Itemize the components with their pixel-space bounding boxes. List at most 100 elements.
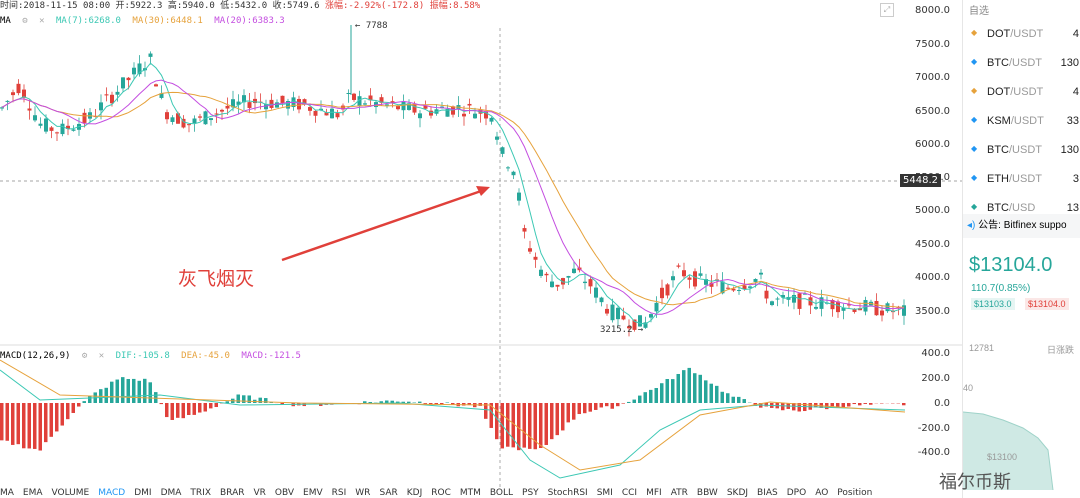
candle-body [687,277,692,280]
macd-bar [77,403,81,407]
macd-tick: 400.0 [921,348,950,359]
macd-bar [671,379,675,403]
tab-dpo[interactable]: DPO [786,488,807,498]
tab-trix[interactable]: TRIX [190,488,211,498]
macd-bar [143,378,147,403]
candle-body [390,101,395,103]
candle-body [544,273,549,276]
expand-icon[interactable]: ⤢ [880,3,894,17]
candle-body [346,92,351,94]
tab-macd[interactable]: MACD [98,488,126,498]
candle-body [539,269,543,276]
tab-mtm[interactable]: MTM [459,488,481,498]
macd-bar [11,403,15,445]
macd-bar [632,399,636,403]
ma-label[interactable]: MA [0,16,11,26]
macd-bar [165,403,169,418]
tab-psy[interactable]: PSY [522,488,539,498]
watchlist-item[interactable]: ◆ BTC/USDT 130 [963,49,1080,78]
close-icon[interactable]: ✕ [39,16,45,26]
watchlist-item[interactable]: ◆ DOT/USDT 4 [963,78,1080,107]
tab-boll[interactable]: BOLL [489,488,514,498]
candle-body [27,108,32,111]
macd-bar [588,403,592,412]
watchlist-header[interactable]: 自选 [969,6,989,17]
macd-bar [44,403,48,443]
tab-bbw[interactable]: BBW [696,488,718,498]
annotation-arrow [281,188,485,262]
candle-body [209,118,213,121]
tab-brar[interactable]: BRAR [220,488,245,498]
watchlist-item[interactable]: ◆ BTC/USDT 130 [963,136,1080,165]
tab-dmi[interactable]: DMI [134,488,152,498]
candle-body [363,103,367,105]
macd-name[interactable]: MACD(12,26,9) [0,351,71,361]
macd-bar [731,396,735,403]
bid-price[interactable]: $13103.0 [971,298,1015,310]
tab-obv[interactable]: OBV [274,488,295,498]
macd-bar [517,403,521,451]
tab-stochrsi[interactable]: StochRSI [547,488,588,498]
tab-kdj[interactable]: KDJ [406,488,423,498]
candlestick-chart[interactable]: ← 7788 3215.2 → [0,0,962,498]
watchlist-item[interactable]: ◆ KSM/USDT 33 [963,107,1080,136]
chart-area[interactable]: 时间:2018-11-15 08:00 开:5922.3 高:5940.0 低:… [0,0,962,498]
ask-price[interactable]: $13104.0 [1025,298,1069,310]
settings-icon[interactable]: ⚙ [22,16,28,26]
tab-ema[interactable]: EMA [22,488,43,498]
close-icon[interactable]: ✕ [98,351,105,361]
watchlist-item[interactable]: ◆ BTC/USD 13 [963,194,1080,223]
tab-volume[interactable]: VOLUME [51,488,90,498]
settings-icon[interactable]: ⚙ [81,351,88,361]
macd-bar [522,403,526,448]
candle-body [401,101,406,111]
tab-ao[interactable]: AO [815,488,829,498]
ma7-line [1,62,905,325]
open-label: 开:5922.3 [115,1,163,11]
macd-bar [902,403,906,406]
tab-cci[interactable]: CCI [621,488,638,498]
watchlist-sidebar: 自选 ◆ DOT/USDT 4 ◆ BTC/USDT 130 ◆ DOT/USDT 4 ◆ KSM/… [939,0,1080,498]
candle-body [198,116,202,118]
coin-icon: ◆ [971,173,978,182]
candle-body [852,309,857,312]
tab-emv[interactable]: EMV [303,488,323,498]
tab-smi[interactable]: SMI [596,488,613,498]
price-change: 110.7(0.85%) [971,283,1031,294]
tab-mfi[interactable]: MFI [646,488,662,498]
ma30-label: MA(30):6448.1 [132,16,203,26]
macd-bar [148,382,152,403]
tab-position[interactable]: Position [837,488,873,498]
macd-bar [38,403,42,451]
macd-bar [5,403,9,441]
macd-bar [247,395,251,403]
macd-bar [566,403,570,423]
candle-body [214,113,219,115]
announcement-bar[interactable]: ◂) 公告: Bitfinex suppo [963,214,1080,238]
current-price-tag: 5448.2 [900,174,941,187]
tab-sar[interactable]: SAR [379,488,398,498]
tab-roc[interactable]: ROC [431,488,451,498]
tab-rsi[interactable]: RSI [331,488,347,498]
macd-bar [429,403,433,405]
watchlist-item[interactable]: ◆ ETH/USDT 3 [963,165,1080,194]
candle-body [220,109,224,112]
macd-bar [594,403,598,410]
candle-body [247,102,252,108]
candle-body [297,98,301,110]
macd-bar [577,403,581,415]
candle-body [335,113,340,118]
macd-bar [236,394,240,403]
watchlist-item[interactable]: ◆ DOT/USDT 4 [963,20,1080,49]
candle-body [473,113,477,119]
tab-wr[interactable]: WR [355,488,371,498]
tab-vr[interactable]: VR [253,488,266,498]
tab-skdj[interactable]: SKDJ [726,488,749,498]
tab-bias[interactable]: BIAS [757,488,778,498]
macd-tick: -200.0 [917,423,950,434]
tab-atr[interactable]: ATR [670,488,688,498]
dea-label: DEA:-45.0 [181,351,230,361]
macd-bar [181,403,185,419]
tab-ma[interactable]: MA [0,488,14,498]
tab-dma[interactable]: DMA [160,488,182,498]
